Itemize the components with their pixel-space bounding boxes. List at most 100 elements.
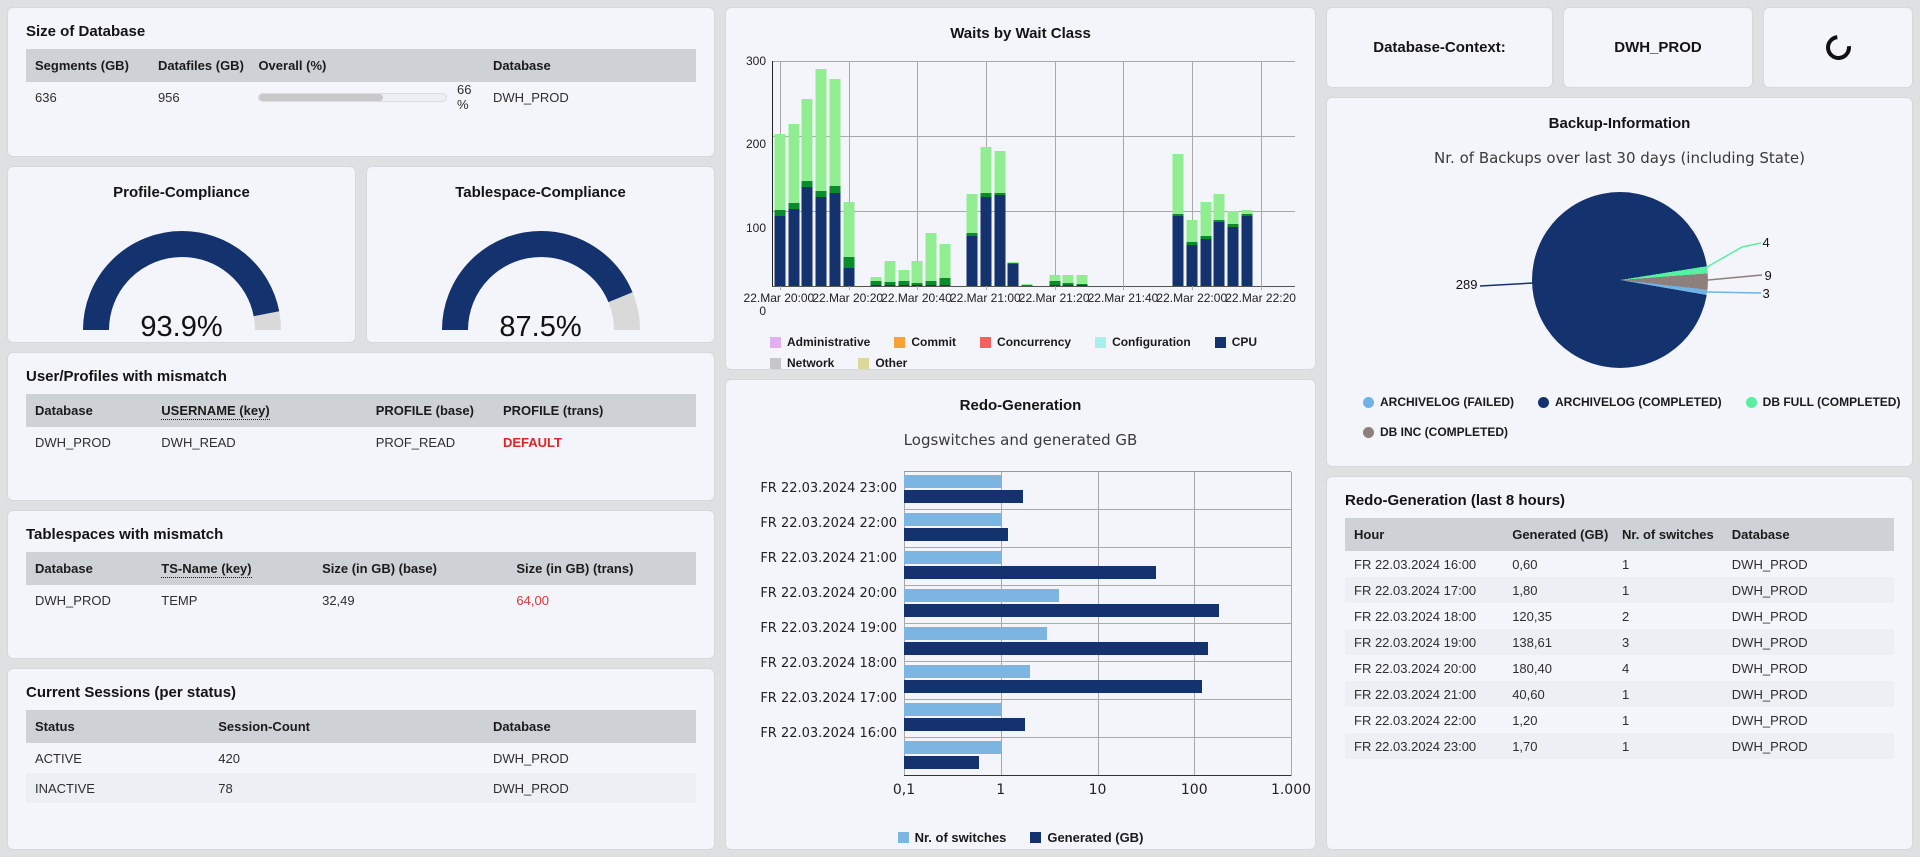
wait-bar <box>1213 194 1225 286</box>
cpu-segment <box>1007 264 1019 286</box>
column-header: PROFILE (base) <box>367 394 495 427</box>
column-header: Status <box>26 710 211 743</box>
table-cell: DWH_PROD <box>35 592 111 608</box>
legend-dot <box>1745 396 1757 408</box>
switches-bar <box>904 665 1030 678</box>
table-cell: 3 <box>1614 629 1724 655</box>
category-labels: FR 22.03.2024 23:00 FR 22.03.2024 22:00 FR… <box>736 471 904 804</box>
panel-title: Redo-Generation (last 8 hours) <box>1345 492 1566 509</box>
redo-row <box>904 627 1291 662</box>
wait-bar <box>843 201 855 286</box>
cpu-segment <box>911 285 923 286</box>
user_io-segment <box>829 78 841 186</box>
redo-plot-area <box>904 471 1292 776</box>
table-cell: DWH_PROD <box>1731 660 1808 676</box>
gauge-arc <box>82 231 281 331</box>
cpu-segment <box>1241 215 1253 286</box>
cpu-segment <box>939 284 951 286</box>
panel-redo-generation-table: Redo-Generation (last 8 hours) Hour Gener… <box>1326 476 1913 850</box>
generated-gb-bar <box>904 756 980 769</box>
wait-bar <box>994 151 1006 286</box>
wait-bar <box>1241 209 1253 286</box>
user_io-segment <box>1021 283 1033 286</box>
user_io-segment <box>1213 194 1225 220</box>
panel-current-sessions: Current Sessions (per status) Status Sess… <box>7 668 715 850</box>
chart-subtitle: Logswitches and generated GB <box>903 431 1138 449</box>
refresh-icon[interactable] <box>1820 29 1856 66</box>
user_io-segment <box>1241 209 1253 215</box>
system_io-segment <box>911 283 923 286</box>
table-cell: 180,40 <box>1512 660 1552 676</box>
column-header: PROFILE (trans) <box>494 394 696 427</box>
panel-refresh <box>1763 7 1913 88</box>
middle-column: Waits by Wait Class 0 100 200 300 22.Mar 20… <box>725 7 1316 850</box>
column-header: Hour <box>1345 518 1505 551</box>
table-cell: 120,35 <box>1512 608 1552 624</box>
table-cell: FR 22.03.2024 20:00 <box>1354 660 1477 676</box>
y-axis-labels: 0 100 200 300 <box>738 54 772 318</box>
table-row: FR 22.03.2024 23:00 1,70 1 DWH_PROD <box>1345 733 1894 759</box>
cpu-segment <box>870 285 882 286</box>
switches-bar <box>904 741 1001 754</box>
x-tick-label: 100 <box>1180 782 1208 798</box>
category-label: FR 22.03.2024 22:00 <box>760 516 897 531</box>
wait-bar <box>980 146 992 286</box>
table-cell: 64,00 <box>516 592 549 608</box>
legend-item: Other <box>858 356 907 369</box>
legend-swatch <box>1214 336 1226 348</box>
wait-bar <box>774 133 786 286</box>
user_io-segment <box>884 261 896 283</box>
panel-tablespace-compliance: Tablespace-Compliance 87.5% <box>366 166 715 343</box>
table-row: FR 22.03.2024 22:00 1,20 1 DWH_PROD <box>1345 707 1894 733</box>
user_io-segment <box>898 270 909 282</box>
table-cell: FR 22.03.2024 18:00 <box>1354 608 1477 624</box>
redo-generation-table: Hour Generated (GB) Nr. of switches Databas… <box>1345 518 1894 759</box>
table-cell: FR 22.03.2024 19:00 <box>1345 629 1505 655</box>
table-cell: DWH_READ <box>161 434 236 450</box>
table-cell: FR 22.03.2024 16:00 <box>1354 556 1477 572</box>
cpu-segment <box>1200 238 1212 286</box>
table-cell: FR 22.03.2024 22:00 <box>1354 712 1477 728</box>
wait-bar <box>829 78 841 286</box>
table-cell: FR 22.03.2024 23:00 <box>1345 733 1505 759</box>
redo-chart: FR 22.03.2024 23:00 FR 22.03.2024 22:00 FR… <box>726 449 1315 804</box>
table-cell: INACTIVE <box>26 773 211 803</box>
column-header: Database <box>26 394 154 427</box>
table-cell: DWH_PROD <box>1723 577 1894 603</box>
wait-bar <box>1076 274 1088 286</box>
system_io-segment <box>1241 214 1253 216</box>
x-tick-label: 0,1 <box>892 782 916 798</box>
system_io-segment <box>788 203 800 210</box>
panel-title: Tablespace-Compliance <box>455 184 626 201</box>
table-row: DWH_PROD DWH_READ PROF_READ DEFAULT <box>26 427 696 457</box>
table-cell: DWH_PROD <box>1731 556 1808 572</box>
x-tick-label: 10 <box>1088 782 1107 798</box>
system_io-segment <box>1007 263 1019 265</box>
pie <box>1531 192 1708 368</box>
table-cell: 0,60 <box>1512 556 1538 572</box>
column-header: TS-Name (key) <box>153 552 315 585</box>
column-header: USERNAME (key) <box>153 394 368 427</box>
table-cell: DWH_PROD <box>492 89 569 105</box>
table-cell: 2 <box>1622 608 1630 624</box>
redo-row <box>904 513 1291 548</box>
panel-waits-by-wait-class: Waits by Wait Class 0 100 200 300 22.Mar 20… <box>725 7 1316 370</box>
legend-swatch <box>770 336 781 348</box>
table-row: DWH_PROD TEMP 32,49 64,00 <box>26 585 696 615</box>
table-row: FR 22.03.2024 17:00 1,80 1 DWH_PROD <box>1345 577 1894 603</box>
database-context-value[interactable]: DWH_PROD <box>1563 7 1753 88</box>
backup-legend: ARCHIVELOG (FAILED) ARCHIVELOG (COMPLETED… <box>1327 373 1912 439</box>
system_io-segment <box>815 191 827 198</box>
header-row: Status Session-Count Database <box>26 710 696 743</box>
legend-item: ARCHIVELOG (COMPLETED) <box>1538 395 1722 409</box>
generated-gb-bar <box>904 604 1220 617</box>
chart-title: Redo-Generation <box>959 397 1082 414</box>
generated-gb-bar <box>904 680 1203 693</box>
table-cell: 40,60 <box>1504 681 1614 707</box>
table-cell: FR 22.03.2024 21:00 <box>1345 681 1505 707</box>
table-cell: DWH_PROD <box>1723 681 1894 707</box>
table-cell: ACTIVE <box>35 750 82 766</box>
x-tick-label: 22.Mar 21:00 <box>949 291 1021 305</box>
wait-bar <box>966 194 978 286</box>
